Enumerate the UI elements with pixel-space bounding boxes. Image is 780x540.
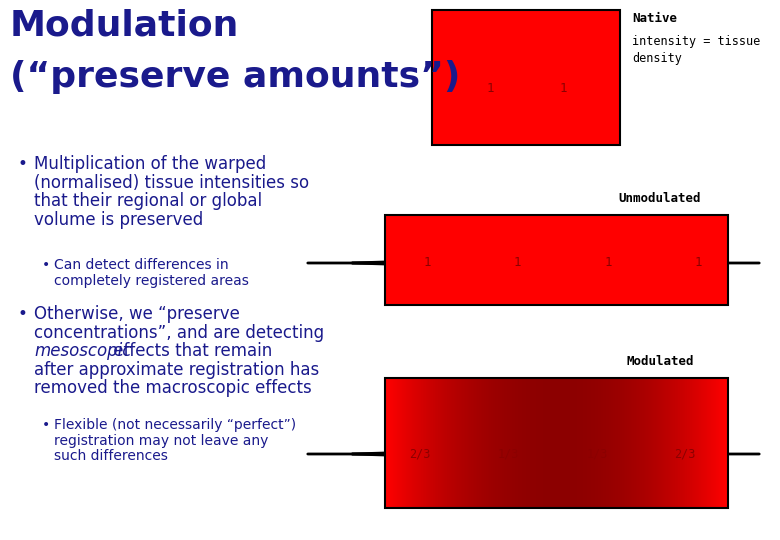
Text: effects that remain: effects that remain — [108, 342, 273, 360]
Text: (normalised) tissue intensities so: (normalised) tissue intensities so — [34, 173, 309, 192]
Text: •: • — [18, 305, 28, 323]
Text: Can detect differences in: Can detect differences in — [54, 258, 229, 272]
Text: volume is preserved: volume is preserved — [34, 211, 204, 229]
Text: concentrations”, and are detecting: concentrations”, and are detecting — [34, 323, 324, 342]
Text: mesoscopic: mesoscopic — [34, 342, 131, 360]
Text: such differences: such differences — [54, 449, 168, 463]
Bar — [385, 215, 728, 305]
Text: 1: 1 — [424, 256, 431, 269]
Text: •: • — [42, 258, 50, 272]
Text: 1/3: 1/3 — [498, 448, 519, 461]
Text: intensity = tissue
density: intensity = tissue density — [632, 35, 760, 65]
Text: removed the macroscopic effects: removed the macroscopic effects — [34, 380, 312, 397]
Text: (“preserve amounts”): (“preserve amounts”) — [10, 60, 460, 94]
Text: that their regional or global: that their regional or global — [34, 192, 262, 210]
Bar — [432, 10, 620, 145]
Text: after approximate registration has: after approximate registration has — [34, 361, 319, 379]
Text: •: • — [42, 418, 50, 432]
Text: 1: 1 — [513, 256, 521, 269]
Text: 1/3: 1/3 — [587, 448, 608, 461]
Text: Otherwise, we “preserve: Otherwise, we “preserve — [34, 305, 240, 323]
Text: 1: 1 — [694, 256, 702, 269]
Text: Flexible (not necessarily “perfect”): Flexible (not necessarily “perfect”) — [54, 418, 296, 432]
Text: registration may not leave any: registration may not leave any — [54, 434, 268, 448]
Text: Multiplication of the warped: Multiplication of the warped — [34, 155, 266, 173]
Text: •: • — [18, 155, 28, 173]
Text: Native: Native — [632, 12, 677, 25]
Text: 1: 1 — [486, 82, 494, 94]
Text: Modulated: Modulated — [626, 355, 693, 368]
Text: 1: 1 — [604, 256, 612, 269]
Text: Modulation: Modulation — [10, 8, 239, 42]
Text: 2/3: 2/3 — [675, 448, 696, 461]
Text: Unmodulated: Unmodulated — [619, 192, 701, 205]
Text: 2/3: 2/3 — [410, 448, 431, 461]
Bar — [385, 378, 728, 508]
Text: completely registered areas: completely registered areas — [54, 273, 249, 287]
Text: 1: 1 — [559, 82, 567, 94]
